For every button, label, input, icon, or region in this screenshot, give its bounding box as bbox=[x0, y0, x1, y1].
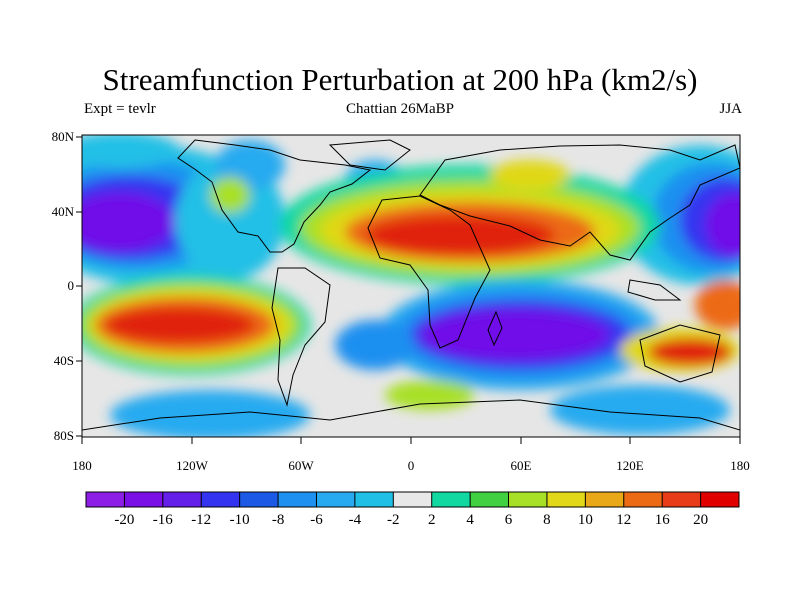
coastline-australia bbox=[639, 324, 721, 383]
map-title: Streamfunction Perturbation at 200 hPa (… bbox=[102, 62, 698, 97]
coastline-greenland bbox=[328, 139, 411, 171]
lat-tick-label: 0 bbox=[67, 278, 75, 293]
colorbar-label: 12 bbox=[616, 512, 632, 528]
colorbar-swatch bbox=[585, 492, 625, 507]
colorbar-label: 16 bbox=[654, 512, 670, 528]
coastline-eurasia bbox=[419, 144, 740, 261]
colorbar-label: -10 bbox=[229, 512, 250, 528]
colorbar-swatch bbox=[508, 492, 548, 507]
coastlines bbox=[82, 139, 740, 431]
period-label: Chattian 26MaBP bbox=[346, 101, 454, 117]
colorbar-swatch bbox=[201, 492, 241, 507]
colorbar-label: 8 bbox=[543, 512, 551, 528]
lon-tick-label: 60E bbox=[510, 458, 532, 473]
lon-tick-label: 180 bbox=[72, 458, 92, 473]
colorbar-label: -6 bbox=[310, 512, 323, 528]
colorbar-label: -2 bbox=[387, 512, 400, 528]
colorbar-label: -12 bbox=[191, 512, 212, 528]
colorbar-swatch bbox=[546, 492, 586, 507]
axis-ticks bbox=[76, 136, 741, 444]
lat-tick-label: 40N bbox=[51, 204, 74, 219]
lon-tick-label: 180 bbox=[730, 458, 750, 473]
colorbar-swatch bbox=[278, 492, 317, 507]
colorbar-swatch bbox=[662, 492, 702, 507]
lat-tick-label: 80S bbox=[53, 428, 74, 443]
colorbar-label: -4 bbox=[348, 512, 362, 528]
colorbar-label: 2 bbox=[427, 512, 436, 528]
colorbar-label: -20 bbox=[114, 512, 135, 528]
lat-tick-label: 40S bbox=[53, 353, 74, 368]
lat-tick-label: 80N bbox=[51, 129, 74, 144]
lon-tick-label: 120E bbox=[616, 458, 644, 473]
colorbar bbox=[85, 491, 740, 508]
colorbar-swatch bbox=[470, 492, 510, 507]
colorbar-swatch bbox=[86, 492, 125, 507]
colorbar-swatch bbox=[239, 492, 279, 507]
colorbar-swatch bbox=[700, 492, 740, 507]
colorbar-swatch bbox=[393, 492, 433, 507]
coastline-north-america bbox=[177, 139, 372, 253]
colorbar-label: -16 bbox=[152, 512, 173, 528]
colorbar-swatch bbox=[623, 492, 663, 507]
coastline-se-asia bbox=[627, 279, 682, 301]
streamfunction-field bbox=[82, 135, 740, 437]
colorbar-label: -8 bbox=[271, 512, 285, 528]
colorbar-swatch bbox=[431, 492, 471, 507]
coastline-antarctica bbox=[82, 399, 740, 431]
coastline-madagascar bbox=[487, 310, 503, 347]
lon-tick-label: 0 bbox=[407, 458, 415, 473]
colorbar-label: 4 bbox=[466, 512, 474, 528]
colorbar-swatch bbox=[162, 492, 202, 507]
colorbar-frame bbox=[85, 491, 740, 508]
colorbar-swatch bbox=[354, 492, 394, 507]
season-label: JJA bbox=[719, 101, 742, 117]
experiment-label: Expt = tevlr bbox=[84, 101, 156, 117]
lon-tick-label: 60W bbox=[288, 458, 314, 473]
colorbar-swatch bbox=[316, 492, 356, 507]
colorbar-label: 10 bbox=[577, 512, 593, 528]
coastline-south-america bbox=[271, 267, 331, 407]
coastline-africa bbox=[367, 195, 491, 349]
colorbar-label: 20 bbox=[693, 512, 709, 528]
colorbar-swatch bbox=[124, 492, 164, 507]
lon-tick-label: 120W bbox=[176, 458, 208, 473]
colorbar-label: 6 bbox=[504, 512, 513, 528]
